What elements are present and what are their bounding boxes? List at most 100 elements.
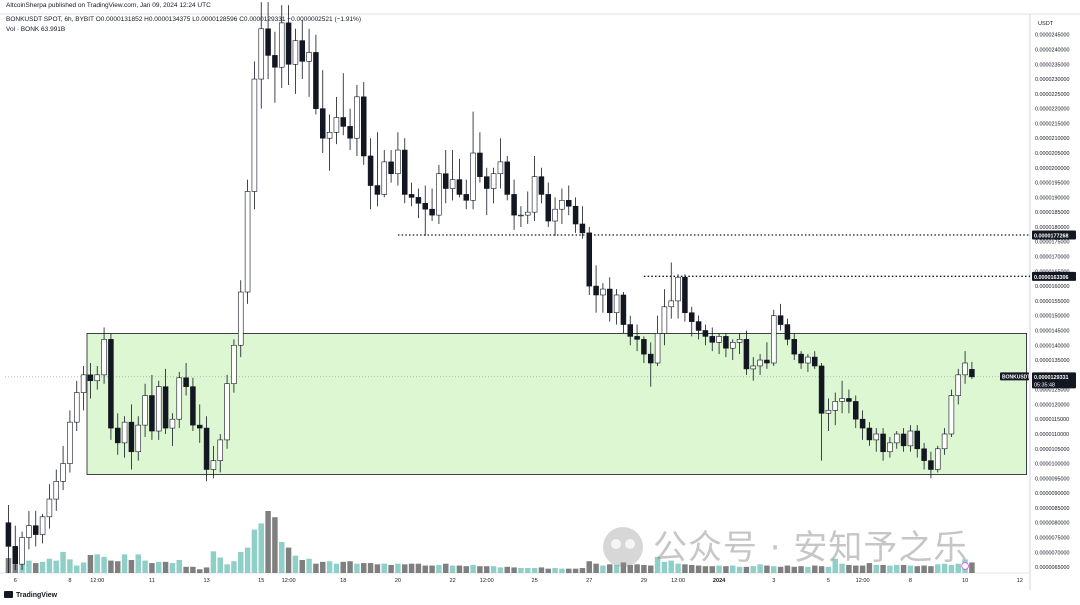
candle-body [313, 52, 319, 109]
candle [401, 138, 408, 204]
volume-bar [682, 564, 688, 573]
volume-bar [244, 547, 251, 573]
candle-body [244, 191, 251, 293]
candle [388, 150, 394, 183]
candle-body [415, 197, 422, 204]
candle [374, 132, 381, 207]
candle [497, 138, 504, 189]
volume-bar [873, 564, 879, 573]
candle [682, 274, 688, 322]
candle [654, 315, 661, 366]
candle-body [32, 525, 39, 535]
candle [142, 383, 148, 437]
volume-bar [224, 564, 230, 573]
level-tag-label: 0.0000163306 [1034, 275, 1068, 281]
volume-bar [33, 563, 39, 573]
volume-bar [149, 563, 155, 573]
candle-body [907, 430, 914, 447]
time-tick-label: 3 [772, 578, 775, 584]
candle-body [634, 336, 640, 340]
candle-body [196, 424, 203, 429]
candle-body [149, 395, 155, 432]
wechat-watermark: 公众号 · 安知予之乐 [603, 520, 968, 569]
volume-bar [846, 564, 852, 573]
candle [524, 191, 531, 224]
volume-bar [969, 562, 975, 573]
volume-legend[interactable]: Vol · BONK 63.991B [6, 26, 66, 33]
price-tick-label: 0.0000175000 [1035, 240, 1069, 246]
candle [231, 339, 237, 393]
volume-bar [948, 564, 955, 573]
candle [832, 392, 839, 426]
candle [825, 398, 832, 432]
candle-body [449, 179, 456, 189]
candle [593, 265, 599, 313]
volume-bar [736, 566, 743, 573]
candle [244, 179, 251, 304]
price-axis-unit: USDT [1038, 21, 1054, 27]
candle [852, 395, 859, 429]
candle [846, 389, 852, 414]
candle [114, 413, 121, 455]
time-tick-label: 6 [14, 578, 17, 584]
volume-bar [504, 566, 510, 573]
candle-body [552, 208, 558, 222]
candle-body [231, 344, 237, 385]
volume-bar [60, 551, 66, 573]
volume-bar [477, 566, 483, 573]
candle-body [969, 369, 975, 378]
volume-bar [80, 562, 87, 573]
volume-bar [333, 563, 340, 573]
volume-bar [381, 563, 387, 573]
candle-body [893, 433, 900, 444]
candle [381, 150, 388, 198]
bar-countdown: 05:35:48 [1034, 382, 1055, 388]
volume-bar [388, 564, 394, 573]
volume-bar [415, 563, 422, 573]
time-tick-label: 29 [641, 578, 647, 584]
candle [272, 31, 278, 103]
candle-body [285, 22, 292, 65]
tradingview-logo[interactable]: TradingView [4, 591, 57, 599]
candle [559, 188, 565, 224]
volume-bar [928, 566, 934, 573]
time-tick-label: 11 [149, 578, 155, 584]
candle-body [729, 342, 736, 349]
candle [538, 167, 545, 204]
candle-body [921, 448, 927, 461]
volume-bar [887, 565, 893, 573]
candle-body [524, 211, 531, 216]
candle [326, 114, 333, 171]
time-tick-label: 8 [909, 578, 912, 584]
candle [313, 34, 319, 115]
candle-body [647, 353, 654, 364]
volume-bar [313, 563, 319, 573]
candle-body [121, 421, 128, 444]
candle-body [388, 161, 394, 175]
ohlc-legend[interactable]: BONKUSDT SPOT, 6h, BYBIT O0.0000131852 H… [6, 16, 361, 23]
support-zone [86, 333, 1027, 475]
event-marker-icon[interactable] [961, 562, 969, 570]
candle-body [60, 463, 66, 482]
price-tick-label: 0.0000090000 [1035, 491, 1069, 497]
volume-bar [354, 563, 360, 573]
candle-body [456, 179, 463, 195]
volume-bar [217, 557, 223, 573]
candle [784, 318, 791, 346]
candle-body [777, 315, 784, 325]
price-tick-label: 0.0000220000 [1035, 107, 1069, 113]
volume-bar [347, 561, 353, 573]
price-tick-label: 0.0000200000 [1035, 166, 1069, 172]
candle-body [736, 339, 743, 343]
candle [73, 380, 80, 432]
candle [887, 436, 893, 458]
candle-body [490, 173, 497, 189]
candle [442, 150, 449, 204]
volume-bar [251, 529, 258, 573]
level-tag-bg [1032, 230, 1076, 240]
volume-bar [443, 563, 449, 573]
candle-body [941, 433, 948, 450]
volume-bar [142, 560, 148, 573]
volume-bar [340, 561, 346, 573]
